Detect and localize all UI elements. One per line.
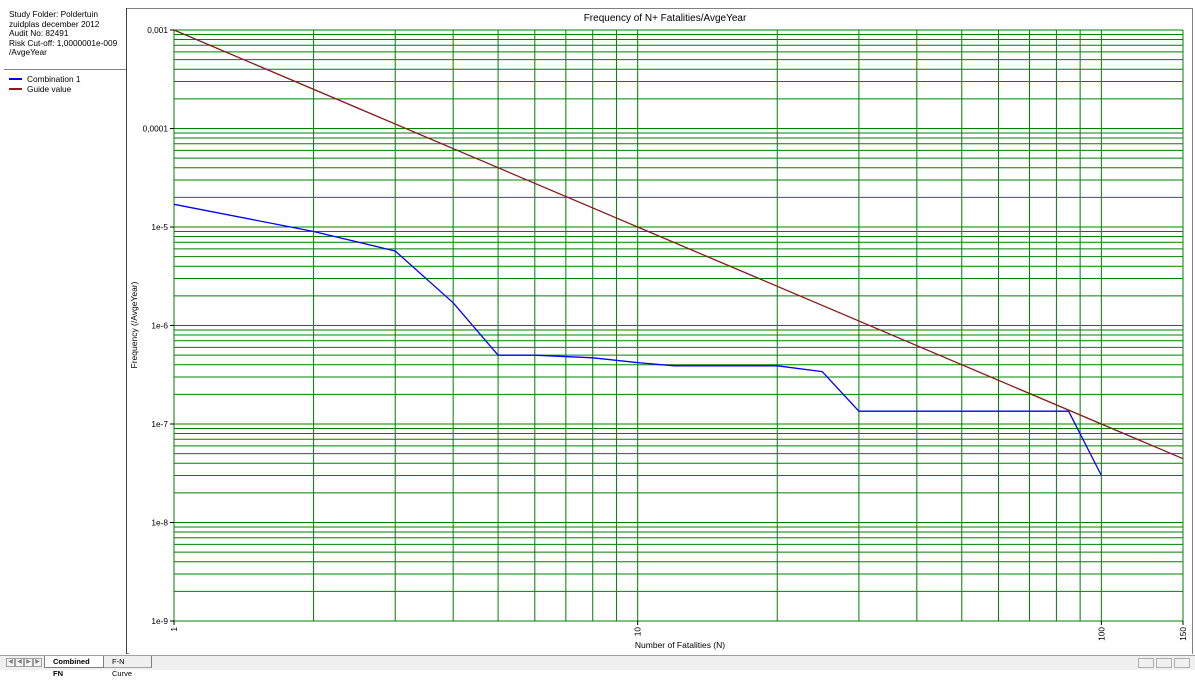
- x-tick-label: 10: [633, 627, 643, 637]
- risk-cutoff: Risk Cut-off: 1,0000001e-009: [9, 37, 118, 48]
- y-tick-label: 1e-5: [151, 222, 168, 232]
- plot-background: [129, 9, 1192, 654]
- tab-combined-fn[interactable]: Combined FN: [44, 656, 104, 678]
- fn-chart: 0,001 0,0001 1e-5 1e-6 1e-7 1e-8 1e-91 10 100 150…: [129, 9, 1192, 654]
- x-tick-label: 1: [169, 627, 179, 632]
- y-tick-label: 1e-9: [151, 616, 168, 626]
- risk-cutoff-unit: /AvgeYear: [9, 47, 47, 57]
- legend-swatch-guide-value: [9, 88, 22, 90]
- first-sheet-button[interactable]: ◀: [6, 658, 15, 667]
- legend-swatch-combination-1: [9, 78, 22, 80]
- x-tick-label: 150: [1178, 627, 1188, 641]
- y-tick-label: 1e-6: [151, 321, 168, 331]
- prev-sheet-button[interactable]: ◀: [15, 658, 24, 667]
- y-tick-label: 1e-7: [151, 419, 168, 429]
- status-panel-1: [1138, 658, 1154, 668]
- legend-item-guide-value: Guide value: [9, 84, 81, 94]
- x-axis-label: Number of Fatalities (N): [635, 640, 725, 650]
- chart-title: Frequency of N+ Fatalities/AvgeYear: [584, 13, 747, 24]
- status-panel-3: [1174, 658, 1190, 668]
- legend-item-combination-1: Combination 1: [9, 74, 81, 84]
- x-tick-label: 100: [1096, 627, 1106, 641]
- info-panel: Study Folder: Poldertuin zuidplas decemb…: [4, 8, 127, 654]
- audit-number: Audit No: 82491: [9, 28, 69, 38]
- status-panel-2: [1156, 658, 1172, 668]
- legend-label: Combination 1: [27, 74, 81, 84]
- y-tick-label: 1e-8: [151, 518, 168, 528]
- y-axis-label: Frequency (/AvgeYear): [129, 281, 139, 368]
- y-tick-label: 0,0001: [143, 124, 169, 134]
- axes: 0,001 0,0001 1e-5 1e-6 1e-7 1e-8 1e-91 10 100 150: [143, 25, 1188, 641]
- series-line-combination-1: [173, 203, 1102, 476]
- study-folder-line-2: zuidplas december 2012: [9, 18, 100, 29]
- series: [173, 29, 1184, 476]
- series-line-guide-value: [173, 29, 1184, 460]
- tab-fn-curve[interactable]: F-N Curve: [104, 656, 152, 678]
- legend-label: Guide value: [27, 84, 72, 94]
- y-tick-label: 0,001: [147, 25, 168, 35]
- sheet-tab-bar: ◀ ◀ ▶ ▶ Combined FN F-N Curve: [0, 655, 1195, 678]
- next-sheet-button[interactable]: ▶: [24, 658, 33, 667]
- study-folder-line: Study Folder: Poldertuin: [9, 9, 99, 19]
- last-sheet-button[interactable]: ▶: [33, 658, 42, 667]
- study-info: Study Folder: Poldertuin zuidplas decemb…: [4, 8, 126, 70]
- legend: Combination 1 Guide value: [9, 74, 81, 94]
